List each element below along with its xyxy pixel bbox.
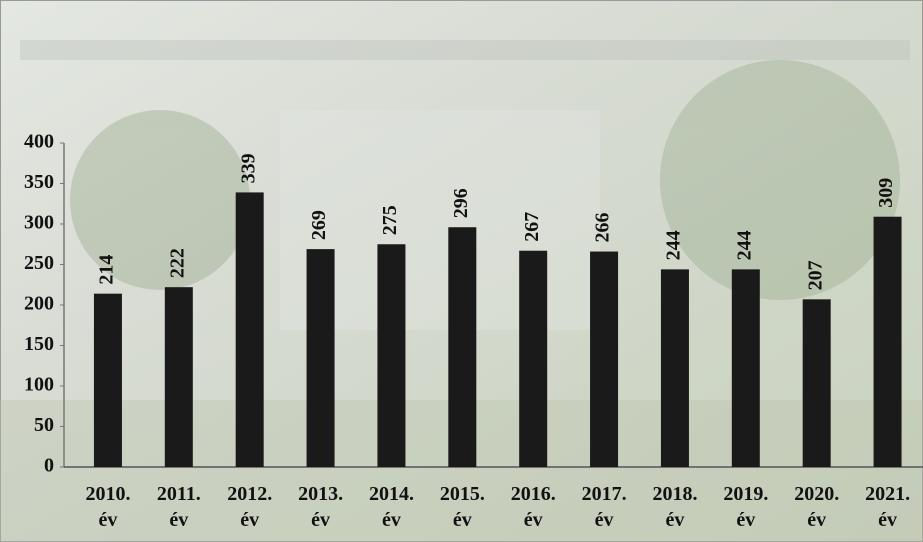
x-tick-label: 2017. év: [581, 483, 627, 531]
bar: [873, 216, 902, 467]
data-label: 296: [450, 188, 472, 218]
data-label: 267: [521, 212, 543, 242]
y-tick-label: 300: [24, 212, 54, 234]
x-tick-label: 2015. év: [439, 483, 485, 531]
x-tick-label: 2012. év: [227, 483, 273, 531]
data-label: 207: [804, 260, 826, 290]
bar: [448, 227, 477, 467]
x-tick-label-box: 2021. év: [865, 483, 911, 531]
bar: [306, 249, 335, 467]
x-tick-label: 2021. év: [865, 483, 911, 531]
x-tick-label-box: 2017. év: [581, 483, 627, 531]
x-tick-label: 2020. év: [794, 483, 840, 531]
data-label: 269: [308, 210, 330, 240]
x-tick-label: 2016. év: [510, 483, 556, 531]
x-tick-label: 2014. év: [368, 483, 414, 531]
x-tick-label: 2018. év: [652, 483, 698, 531]
y-tick-label: 150: [24, 333, 54, 355]
x-tick-label-box: 2013. év: [298, 483, 344, 531]
bar: [164, 287, 193, 467]
bar: [377, 244, 406, 467]
x-tick-label-box: 2014. év: [368, 483, 414, 531]
data-label: 309: [875, 178, 897, 208]
x-tick-label-box: 2012. év: [227, 483, 273, 531]
x-tick-label: 2019. év: [723, 483, 769, 531]
data-label: 244: [733, 230, 755, 260]
bar: [660, 269, 689, 467]
x-tick-label-box: 2020. év: [794, 483, 840, 531]
bar: [235, 192, 264, 467]
bar: [802, 299, 831, 467]
y-tick-label: 50: [34, 414, 54, 436]
x-tick-label: 2010. év: [85, 483, 131, 531]
data-label: 222: [166, 248, 188, 278]
data-label: 214: [96, 255, 118, 285]
x-tick-label-box: 2015. év: [439, 483, 485, 531]
bar: [519, 250, 548, 467]
x-tick-label: 2011. év: [156, 483, 201, 531]
bar: [93, 293, 122, 467]
data-label: 275: [379, 205, 401, 235]
x-tick-label-box: 2010. év: [85, 483, 131, 531]
bar: [731, 269, 760, 467]
bar: [590, 251, 619, 467]
y-tick-label: 100: [24, 374, 54, 396]
y-tick-label: 200: [24, 293, 54, 315]
data-label: 266: [592, 213, 614, 243]
x-tick-label-box: 2016. év: [510, 483, 556, 531]
x-tick-label-box: 2019. év: [723, 483, 769, 531]
x-tick-label-box: 2011. év: [156, 483, 201, 531]
y-tick-label: 350: [24, 171, 54, 193]
y-tick-label: 400: [24, 131, 54, 153]
y-tick-label: 250: [24, 252, 54, 274]
data-label: 339: [237, 153, 259, 183]
x-tick-label: 2013. év: [298, 483, 344, 531]
data-label: 244: [663, 230, 685, 260]
x-tick-label-box: 2018. év: [652, 483, 698, 531]
y-tick-label: 0: [44, 455, 54, 477]
